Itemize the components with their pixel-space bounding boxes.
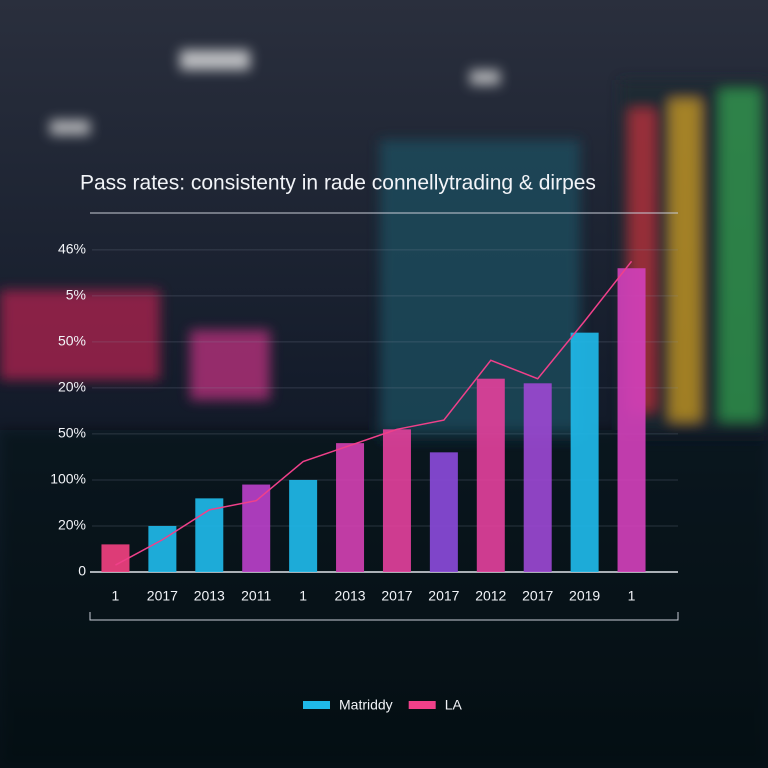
bar — [101, 544, 130, 572]
y-tick-label: 50% — [58, 333, 86, 349]
x-tick-label: 2017 — [428, 588, 459, 604]
y-tick-label: 5% — [66, 287, 86, 303]
bar — [429, 452, 458, 572]
bar — [617, 268, 646, 572]
x-tick-label: 2017 — [381, 588, 412, 604]
bar — [523, 383, 552, 572]
bracket — [89, 612, 679, 621]
x-tick-label: 2011 — [241, 588, 271, 604]
x-tick-label: 2019 — [569, 588, 600, 604]
x-tick-label: 1 — [112, 588, 120, 604]
legend-label: LA — [445, 697, 463, 713]
line — [115, 260, 633, 566]
bar — [242, 484, 271, 572]
legend-swatch — [303, 701, 330, 709]
y-tick-label: 100% — [50, 471, 86, 487]
y-tick-label: 20% — [58, 379, 86, 395]
bar — [382, 429, 411, 572]
legend-label: Matriddy — [339, 697, 393, 713]
legend-swatch — [408, 701, 436, 709]
x-tick-label: 2017 — [522, 588, 553, 604]
x-tick-label: 1 — [299, 588, 307, 604]
y-tick-label: 0 — [78, 563, 86, 579]
y-tick-label: 46% — [58, 241, 86, 257]
x-tick-label: 2013 — [334, 588, 365, 604]
x-tick-label: 2017 — [147, 588, 178, 604]
x-tick-label: 2012 — [475, 588, 506, 604]
y-tick-label: 50% — [58, 425, 86, 441]
bar — [476, 378, 505, 572]
x-tick-label: 2013 — [194, 588, 225, 604]
bar — [289, 479, 318, 572]
bar — [570, 332, 599, 572]
bar — [336, 443, 365, 572]
chart-title: Pass rates: consistenty in rade connelly… — [80, 172, 596, 195]
x-tick-label: 1 — [628, 588, 636, 604]
y-tick-label: 20% — [58, 517, 86, 533]
